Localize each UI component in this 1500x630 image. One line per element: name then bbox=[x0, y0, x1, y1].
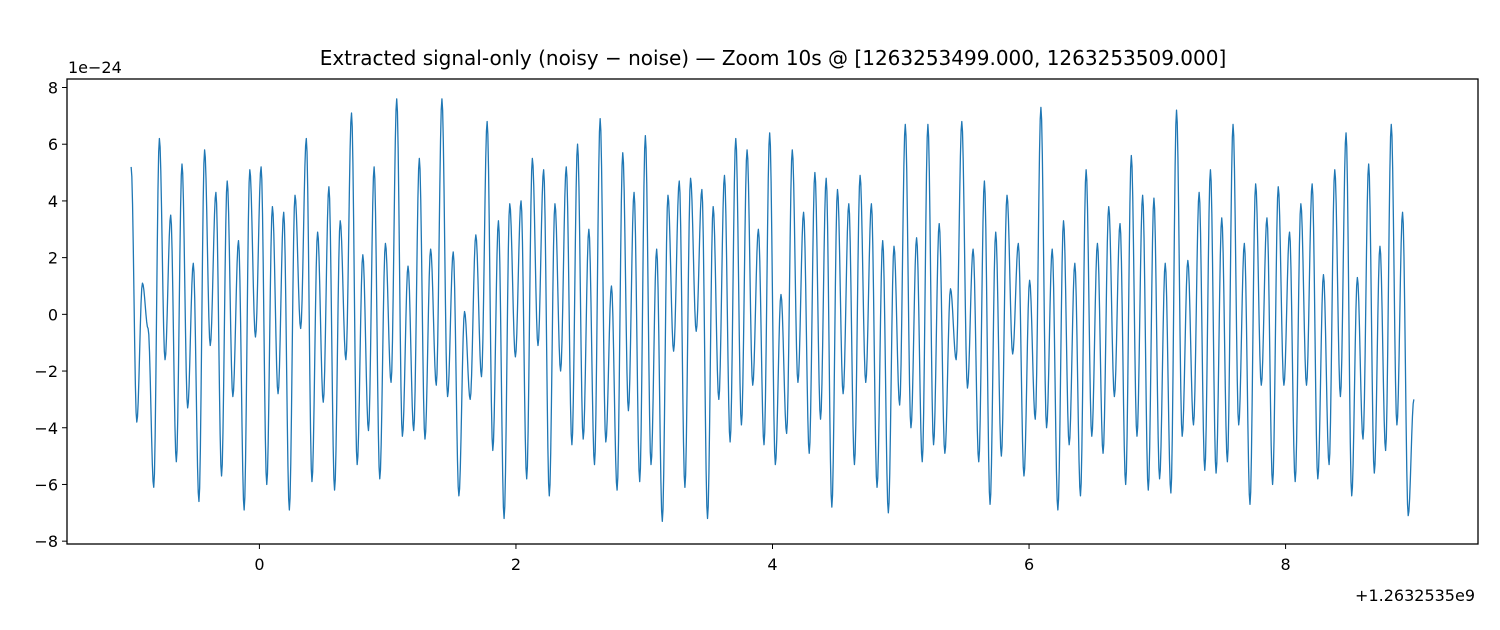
chart-title: Extracted signal-only (noisy − noise) — … bbox=[320, 46, 1227, 70]
signal-line bbox=[130, 98, 1415, 522]
x-tick-label: 4 bbox=[767, 555, 777, 574]
y-tick-label: 0 bbox=[48, 305, 58, 324]
y-axis-scale-label: 1e−24 bbox=[68, 58, 122, 77]
x-tick-label: 2 bbox=[511, 555, 521, 574]
y-tick-label: −4 bbox=[34, 419, 58, 438]
y-tick-label: 8 bbox=[48, 79, 58, 98]
y-tick-label: −2 bbox=[34, 362, 58, 381]
y-tick-label: −8 bbox=[34, 532, 58, 551]
y-tick-label: 2 bbox=[48, 249, 58, 268]
y-tick-label: −6 bbox=[34, 475, 58, 494]
y-tick-label: 6 bbox=[48, 135, 58, 154]
x-tick-label: 0 bbox=[254, 555, 264, 574]
y-axis-ticks: −8 −6 −4 −2 0 2 4 6 8 bbox=[34, 79, 67, 551]
plot-frame bbox=[66, 78, 1479, 545]
x-tick-label: 8 bbox=[1280, 555, 1290, 574]
x-axis-ticks: 0 2 4 6 8 bbox=[254, 544, 1291, 574]
x-tick-label: 6 bbox=[1024, 555, 1034, 574]
x-axis-offset-label: +1.2632535e9 bbox=[1355, 586, 1475, 605]
y-tick-label: 4 bbox=[48, 192, 58, 211]
